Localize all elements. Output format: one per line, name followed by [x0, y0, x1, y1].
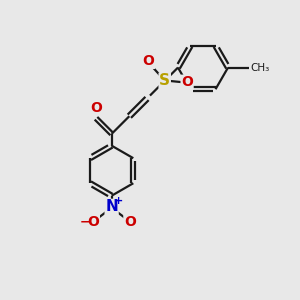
Text: O: O	[124, 215, 136, 229]
Text: N: N	[105, 200, 118, 214]
Text: −: −	[80, 216, 90, 229]
Text: O: O	[181, 75, 193, 89]
Text: S: S	[159, 73, 170, 88]
Text: O: O	[87, 215, 99, 229]
Text: +: +	[114, 196, 123, 206]
Text: O: O	[90, 101, 102, 115]
Text: CH₃: CH₃	[250, 63, 269, 73]
Text: O: O	[142, 54, 154, 68]
